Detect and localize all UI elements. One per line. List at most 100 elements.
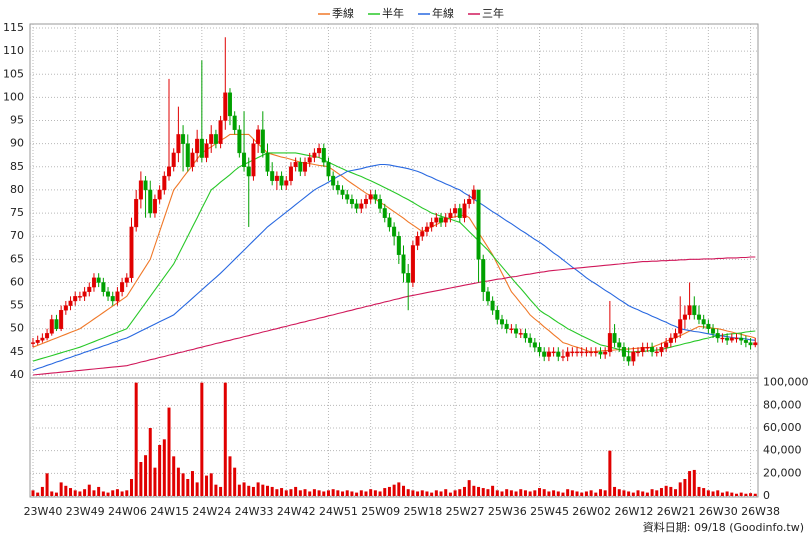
volume-bar: [439, 491, 443, 496]
candle-body: [138, 180, 143, 200]
candle-body: [331, 175, 336, 186]
volume-bar: [139, 462, 143, 496]
volume-bar: [650, 489, 654, 496]
volume-bar: [50, 491, 54, 496]
candle-body: [181, 134, 186, 144]
candle-body: [518, 333, 523, 335]
volume-bar: [669, 486, 673, 496]
candle-body: [593, 351, 598, 354]
candle-body: [115, 291, 120, 302]
volume-bar: [373, 490, 377, 496]
volume-bar: [87, 484, 91, 496]
x-tick-label: 24W15: [150, 505, 189, 518]
candle-body: [439, 217, 444, 223]
candle-body: [621, 347, 626, 357]
volume-bar: [383, 488, 387, 496]
candle-body: [279, 175, 284, 186]
candle-body: [87, 286, 92, 292]
volume-bar: [387, 486, 391, 496]
volume-bar: [153, 467, 157, 496]
volume-tick-label: 40,000: [763, 444, 802, 457]
volume-bar: [275, 489, 279, 496]
volume-bar: [552, 490, 556, 496]
candle-body: [223, 92, 228, 121]
y-tick-label: 85: [10, 160, 24, 173]
candle-body: [650, 347, 655, 353]
volume-bar: [144, 455, 148, 496]
volume-bar: [448, 492, 452, 496]
candle-body: [237, 129, 242, 154]
y-tick-label: 50: [10, 322, 24, 335]
volume-bar: [242, 482, 246, 496]
volume-bar: [125, 490, 129, 496]
candle-body: [711, 328, 716, 334]
volume-bar: [233, 467, 237, 496]
volume-bar: [519, 489, 523, 496]
volume-bar: [92, 490, 96, 496]
candle-body: [509, 328, 514, 330]
candle-body: [584, 351, 589, 354]
volume-bar: [702, 488, 706, 496]
volume-bar: [158, 445, 162, 496]
candle-body: [157, 189, 162, 200]
volume-bar: [514, 491, 518, 496]
candle-body: [148, 189, 153, 214]
candle-body: [120, 282, 125, 292]
volume-bar: [101, 491, 105, 496]
volume-bar: [416, 491, 420, 496]
x-tick-label: 25W45: [530, 505, 569, 518]
candle-body: [612, 333, 617, 343]
volume-bar: [45, 473, 49, 496]
candle-body: [448, 212, 453, 218]
y-tick-label: 55: [10, 299, 24, 312]
candle-body: [467, 198, 472, 205]
candle-body: [720, 337, 725, 340]
candle-body: [453, 208, 458, 214]
volume-bar: [106, 492, 110, 496]
candle-body: [420, 231, 425, 237]
candle-body: [481, 259, 486, 292]
volume-bar: [631, 492, 635, 496]
volume-bar: [97, 486, 101, 496]
volume-bar: [453, 490, 457, 496]
candle-body: [500, 319, 505, 325]
candle-body: [68, 300, 73, 306]
volume-bar: [556, 491, 560, 496]
x-tick-label: 26W30: [699, 505, 738, 518]
volume-bar: [617, 489, 621, 496]
candle-body: [256, 129, 261, 144]
candle-body: [603, 351, 608, 355]
volume-bar: [312, 489, 316, 496]
volume-bar: [402, 485, 406, 496]
candle-body: [59, 310, 64, 329]
candle-body: [673, 333, 678, 339]
candle-body: [542, 351, 547, 357]
volume-bar: [594, 492, 598, 496]
volume-bar: [547, 491, 551, 496]
volume-bar: [181, 473, 185, 496]
x-tick-label: 26W02: [572, 505, 611, 518]
candle-body: [106, 291, 111, 297]
volume-bar: [284, 490, 288, 496]
candle-body: [326, 161, 331, 177]
volume-bar: [627, 491, 631, 496]
candle-body: [654, 351, 659, 354]
y-tick-label: 100: [3, 90, 24, 103]
volume-bar: [31, 490, 35, 496]
candle-body: [134, 198, 139, 228]
volume-bar: [425, 491, 429, 496]
candle-body: [63, 305, 68, 311]
volume-bar: [603, 490, 607, 496]
candle-body: [167, 166, 172, 177]
candle-body: [636, 351, 641, 354]
volume-bar: [744, 493, 748, 496]
volume-bar: [200, 382, 204, 496]
volume-bar: [538, 488, 542, 496]
candle-body: [406, 273, 411, 283]
volume-bar: [739, 492, 743, 496]
x-tick-label: 25W09: [361, 505, 400, 518]
volume-bar: [688, 471, 692, 496]
volume-bar: [317, 490, 321, 496]
candle-body: [91, 277, 96, 288]
candle-body: [204, 143, 209, 158]
